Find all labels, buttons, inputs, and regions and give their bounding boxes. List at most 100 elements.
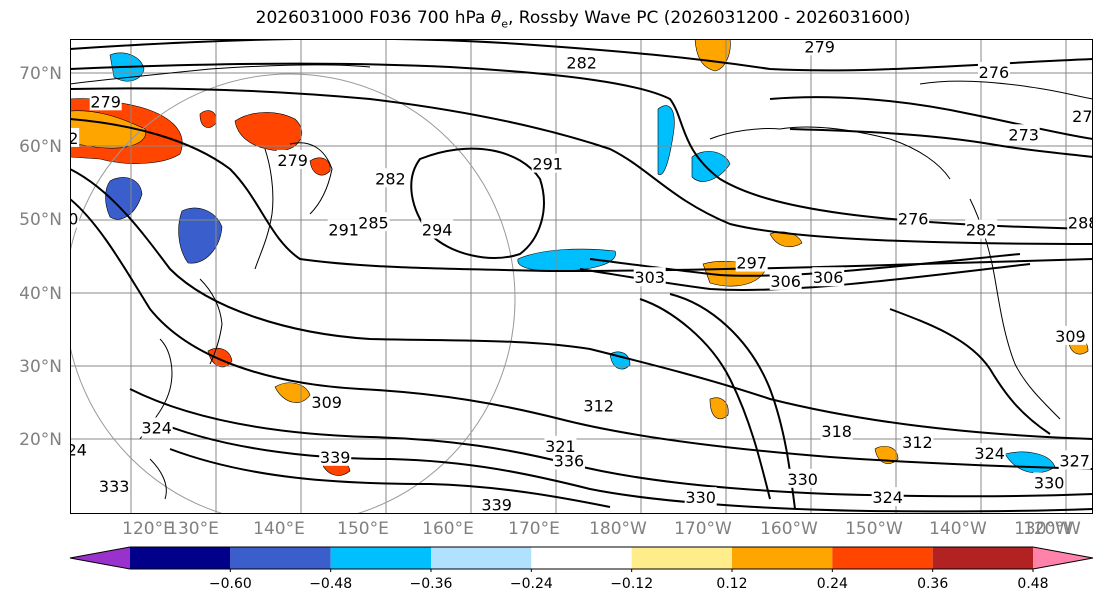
contour-label-bg xyxy=(735,252,768,272)
contour-label-bg xyxy=(1058,450,1091,470)
contour-label: 297 xyxy=(736,254,767,273)
contour-label: 279 xyxy=(277,151,308,170)
lon-label-150w: 150°W xyxy=(845,519,903,539)
contour-line xyxy=(70,62,1093,230)
colorbar xyxy=(69,546,1094,572)
contour-label: 291 xyxy=(328,221,359,240)
contour-label-bg xyxy=(582,395,615,415)
contour-label: 312 xyxy=(902,433,933,452)
title-prefix: 2026031000 F036 700 hPa xyxy=(255,8,491,28)
contour-label: 309 xyxy=(1055,327,1086,346)
contour-label: 324 xyxy=(872,488,903,507)
contour-label: 282 xyxy=(566,53,597,72)
lon-label-170e: 170°E xyxy=(508,519,560,539)
lon-label-160e: 160°E xyxy=(422,519,474,539)
colorbar-outline xyxy=(69,546,1094,570)
contour-label: 330 xyxy=(685,488,716,507)
alaska-coast xyxy=(709,128,781,140)
graticule xyxy=(70,39,1093,514)
colorbar-bin xyxy=(230,547,331,569)
colorbar-tick-label: 0.60 xyxy=(1098,576,1105,592)
contour-label: 339 xyxy=(481,495,512,514)
colorbar-tick-label: −0.24 xyxy=(509,576,553,592)
map-title: 2026031000 F036 700 hPa θe, Rossby Wave … xyxy=(0,8,1105,30)
lon-label-180w: 180°W xyxy=(589,519,647,539)
contour-label-bg xyxy=(1054,325,1087,345)
colorbar-tick-label: −0.60 xyxy=(208,576,252,592)
contour-label-bg xyxy=(871,487,904,507)
negative-anomaly-patch xyxy=(691,151,731,182)
colorbar-tick-label: −0.48 xyxy=(309,576,353,592)
lat-label-50n: 50°N xyxy=(19,210,62,230)
contour-label: 282 xyxy=(70,129,78,148)
contour-label-bg xyxy=(552,450,585,470)
contour-label-bg xyxy=(310,391,343,411)
map-panel: 2822792762732702702762822793002792822852… xyxy=(70,39,1093,514)
contour-label-bg xyxy=(769,270,802,290)
contour-label-bg xyxy=(820,421,853,441)
contour-label: 282 xyxy=(966,221,997,240)
contour-label-bg xyxy=(357,212,390,232)
contour-label: 330 xyxy=(1034,473,1065,492)
contour-label: 336 xyxy=(554,451,585,470)
contour-label: 330 xyxy=(787,470,818,489)
contour-label: 282 xyxy=(375,169,406,188)
contour-label-bg xyxy=(684,487,717,507)
contour-line xyxy=(769,96,1093,140)
lon-label-120w: 120°W xyxy=(1023,519,1081,539)
lat-label-70n: 70°N xyxy=(19,64,62,84)
contour-label: 306 xyxy=(770,272,801,291)
colorbar-tick-label: 0.24 xyxy=(816,576,848,592)
theta-subscript: e xyxy=(501,17,508,31)
contour-label-bg xyxy=(565,52,598,72)
lat-label-30n: 30°N xyxy=(19,357,62,377)
map-frame xyxy=(70,39,1093,514)
positive-anomaly-patch xyxy=(309,157,331,176)
contour-label: 273 xyxy=(1008,125,1039,144)
contour-label-bg xyxy=(327,219,360,239)
contour-line xyxy=(889,308,1051,435)
contour-label-bg xyxy=(140,417,173,437)
lon-label-130e: 130°E xyxy=(167,519,219,539)
lon-label-170w: 170°W xyxy=(674,519,732,539)
contour-label-bg xyxy=(1007,124,1040,144)
colorbar-tick-label: −0.36 xyxy=(409,576,453,592)
lat-label-40n: 40°N xyxy=(19,284,62,304)
theta-e-contours xyxy=(70,39,1093,513)
contour-label: 303 xyxy=(634,268,665,287)
lat-label-60n: 60°N xyxy=(19,137,62,157)
contour-label: 327 xyxy=(1059,451,1090,470)
contour-label: 279 xyxy=(804,39,835,56)
colorbar-bin xyxy=(531,547,632,569)
negative-anomaly-patch xyxy=(657,105,675,176)
contour-label-bg xyxy=(1033,472,1066,492)
contour-label-bg xyxy=(98,476,131,496)
contour-label: 288 xyxy=(1068,213,1093,232)
contour-label: 324 xyxy=(141,418,172,437)
title-suffix: , Rossby Wave PC (2026031200 - 202603160… xyxy=(507,8,911,28)
contour-label-bg xyxy=(319,446,352,466)
contour-label-bg xyxy=(276,149,309,169)
colorbar-bin xyxy=(732,547,833,569)
lon-label-150e: 150°E xyxy=(337,519,389,539)
lon-label-140w: 140°W xyxy=(929,519,987,539)
contour-label: 333 xyxy=(99,477,130,496)
lat-label-20n: 20°N xyxy=(19,430,62,450)
positive-anomaly-patch xyxy=(709,397,729,420)
contour-label: 324 xyxy=(974,444,1005,463)
range-circle xyxy=(70,73,516,514)
contour-label: 312 xyxy=(583,397,614,416)
contour-line xyxy=(169,448,611,508)
contour-label: 270 xyxy=(1072,107,1093,126)
contour-label: 291 xyxy=(532,155,563,174)
philippines-coast xyxy=(149,458,167,500)
lon-label-160w: 160°W xyxy=(760,519,818,539)
theta-symbol: θ xyxy=(490,8,502,28)
contour-label: 276 xyxy=(898,210,929,229)
contour-label-bg xyxy=(965,219,998,239)
colorbar-tick-label: 0.12 xyxy=(716,576,748,592)
contour-line xyxy=(589,253,1021,277)
contour-label-bg xyxy=(1071,105,1093,125)
contour-label-bg xyxy=(973,443,1006,463)
colorbar-bin xyxy=(130,547,231,569)
